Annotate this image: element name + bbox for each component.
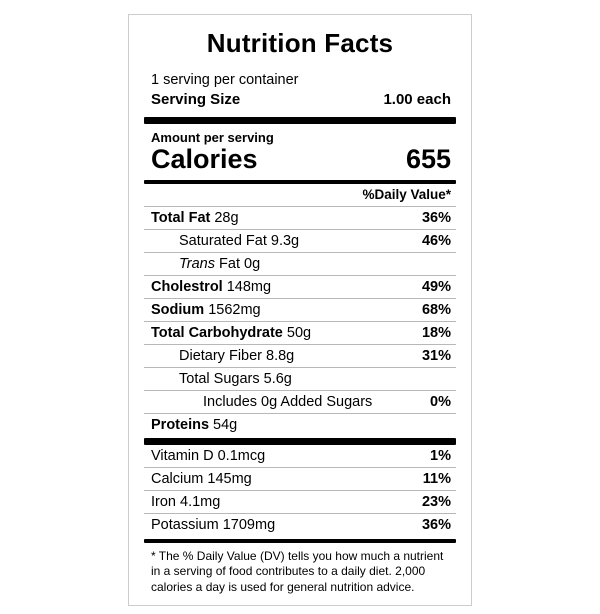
nutrient-row: Vitamin D 0.1mcg 1%: [144, 445, 456, 468]
nutrient-name: Includes 0g Added Sugars: [203, 393, 373, 410]
nutrient-daily-value: 36%: [421, 516, 451, 533]
nutrient-daily-value: 36%: [421, 209, 451, 226]
nutrient-amount: 28g: [210, 209, 239, 226]
nutrition-facts-label: Nutrition Facts 1 serving per container …: [128, 14, 472, 607]
nutrient-row: Saturated Fat 9.3g 46%: [144, 230, 456, 253]
amount-per-serving-label: Amount per serving: [151, 130, 274, 145]
nutrient-name: Proteins 54g: [151, 416, 238, 433]
nutrient-name: Potassium 1709mg: [151, 516, 276, 533]
nutrient-amount: 54g: [209, 416, 238, 433]
vitamin-rows: Vitamin D 0.1mcg 1% Calcium 145mg 11% Iron 4…: [144, 445, 456, 536]
nutrient-daily-value: 18%: [421, 324, 451, 341]
label-title: Nutrition Facts: [206, 28, 394, 58]
nutrient-row: Sodium 1562mg 68%: [144, 299, 456, 322]
section-divider-bar: [144, 437, 456, 445]
nutrient-amount: 9.3g: [266, 232, 300, 249]
nutrient-name: Total Fat 28g: [151, 209, 239, 226]
daily-value-footnote: * The % Daily Value (DV) tells you how m…: [151, 548, 444, 594]
nutrient-name: Cholestrol 148mg: [151, 278, 272, 295]
nutrient-name: Calcium 145mg: [151, 470, 252, 487]
nutrient-daily-value: 49%: [421, 278, 451, 295]
nutrient-daily-value: 68%: [421, 301, 451, 318]
nutrient-amount: 0.1mcg: [213, 447, 266, 464]
nutrient-name: Total Carbohydrate 50g: [151, 324, 312, 341]
daily-value-header: %Daily Value*: [144, 184, 456, 207]
nutrient-daily-value: 11%: [422, 470, 451, 487]
nutrient-amount: 8.8g: [262, 347, 295, 364]
nutrient-daily-value: 1%: [430, 447, 451, 464]
nutrient-row: Trans Fat 0g: [144, 253, 456, 276]
section-divider-bar: [144, 117, 456, 124]
nutrient-amount: 148mg: [222, 278, 272, 295]
nutrient-daily-value: 0%: [430, 393, 451, 410]
nutrient-name: Vitamin D 0.1mcg: [151, 447, 266, 464]
nutrient-row: Total Fat 28g 36%: [144, 207, 456, 230]
nutrient-name: Trans Fat 0g: [179, 255, 261, 272]
section-divider-bar: [144, 179, 456, 184]
nutrient-row: Dietary Fiber 8.8g 31%: [144, 345, 456, 368]
section-divider-bar: [144, 538, 456, 543]
serving-size-label: Serving Size: [151, 91, 241, 108]
nutrient-amount: 0g: [239, 255, 261, 272]
servings-per-container: 1 serving per container: [151, 72, 299, 88]
calories-label: Calories: [151, 144, 258, 174]
serving-size-value: 1.00 each: [383, 91, 451, 108]
nutrient-row: Cholestrol 148mg 49%: [144, 276, 456, 299]
nutrient-name: Sodium 1562mg: [151, 301, 261, 318]
nutrient-daily-value: 23%: [421, 493, 451, 510]
nutrient-row: Total Carbohydrate 50g 18%: [144, 322, 456, 345]
nutrient-daily-value: 46%: [421, 232, 451, 249]
calories-row: Calories 655: [144, 144, 456, 175]
nutrient-amount: 5.6g: [259, 370, 292, 387]
serving-size-row: Serving Size 1.00 each: [144, 91, 456, 108]
nutrient-name: Dietary Fiber 8.8g: [179, 347, 295, 364]
nutrient-amount: 145mg: [203, 470, 252, 487]
calories-value: 655: [405, 144, 451, 174]
nutrient-name: Iron 4.1mg: [151, 493, 221, 510]
nutrient-row: Iron 4.1mg 23%: [144, 491, 456, 514]
nutrient-row: Total Sugars 5.6g: [144, 368, 456, 391]
nutrient-row: Includes 0g Added Sugars 0%: [144, 391, 456, 414]
nutrient-rows: Total Fat 28g 36% Saturated Fat 9.3g 46% Tra…: [144, 207, 456, 436]
nutrient-row: Proteins 54g: [144, 414, 456, 436]
nutrient-amount: 1562mg: [204, 301, 261, 318]
nutrient-amount: 1709mg: [218, 516, 276, 533]
nutrient-daily-value: 31%: [421, 347, 451, 364]
nutrient-row: Calcium 145mg 11%: [144, 468, 456, 491]
nutrient-amount: 50g: [282, 324, 312, 341]
nutrient-name: Total Sugars 5.6g: [179, 370, 292, 387]
nutrient-name: Saturated Fat 9.3g: [179, 232, 300, 249]
nutrient-amount: 4.1mg: [176, 493, 221, 510]
nutrient-row: Potassium 1709mg 36%: [144, 514, 456, 536]
